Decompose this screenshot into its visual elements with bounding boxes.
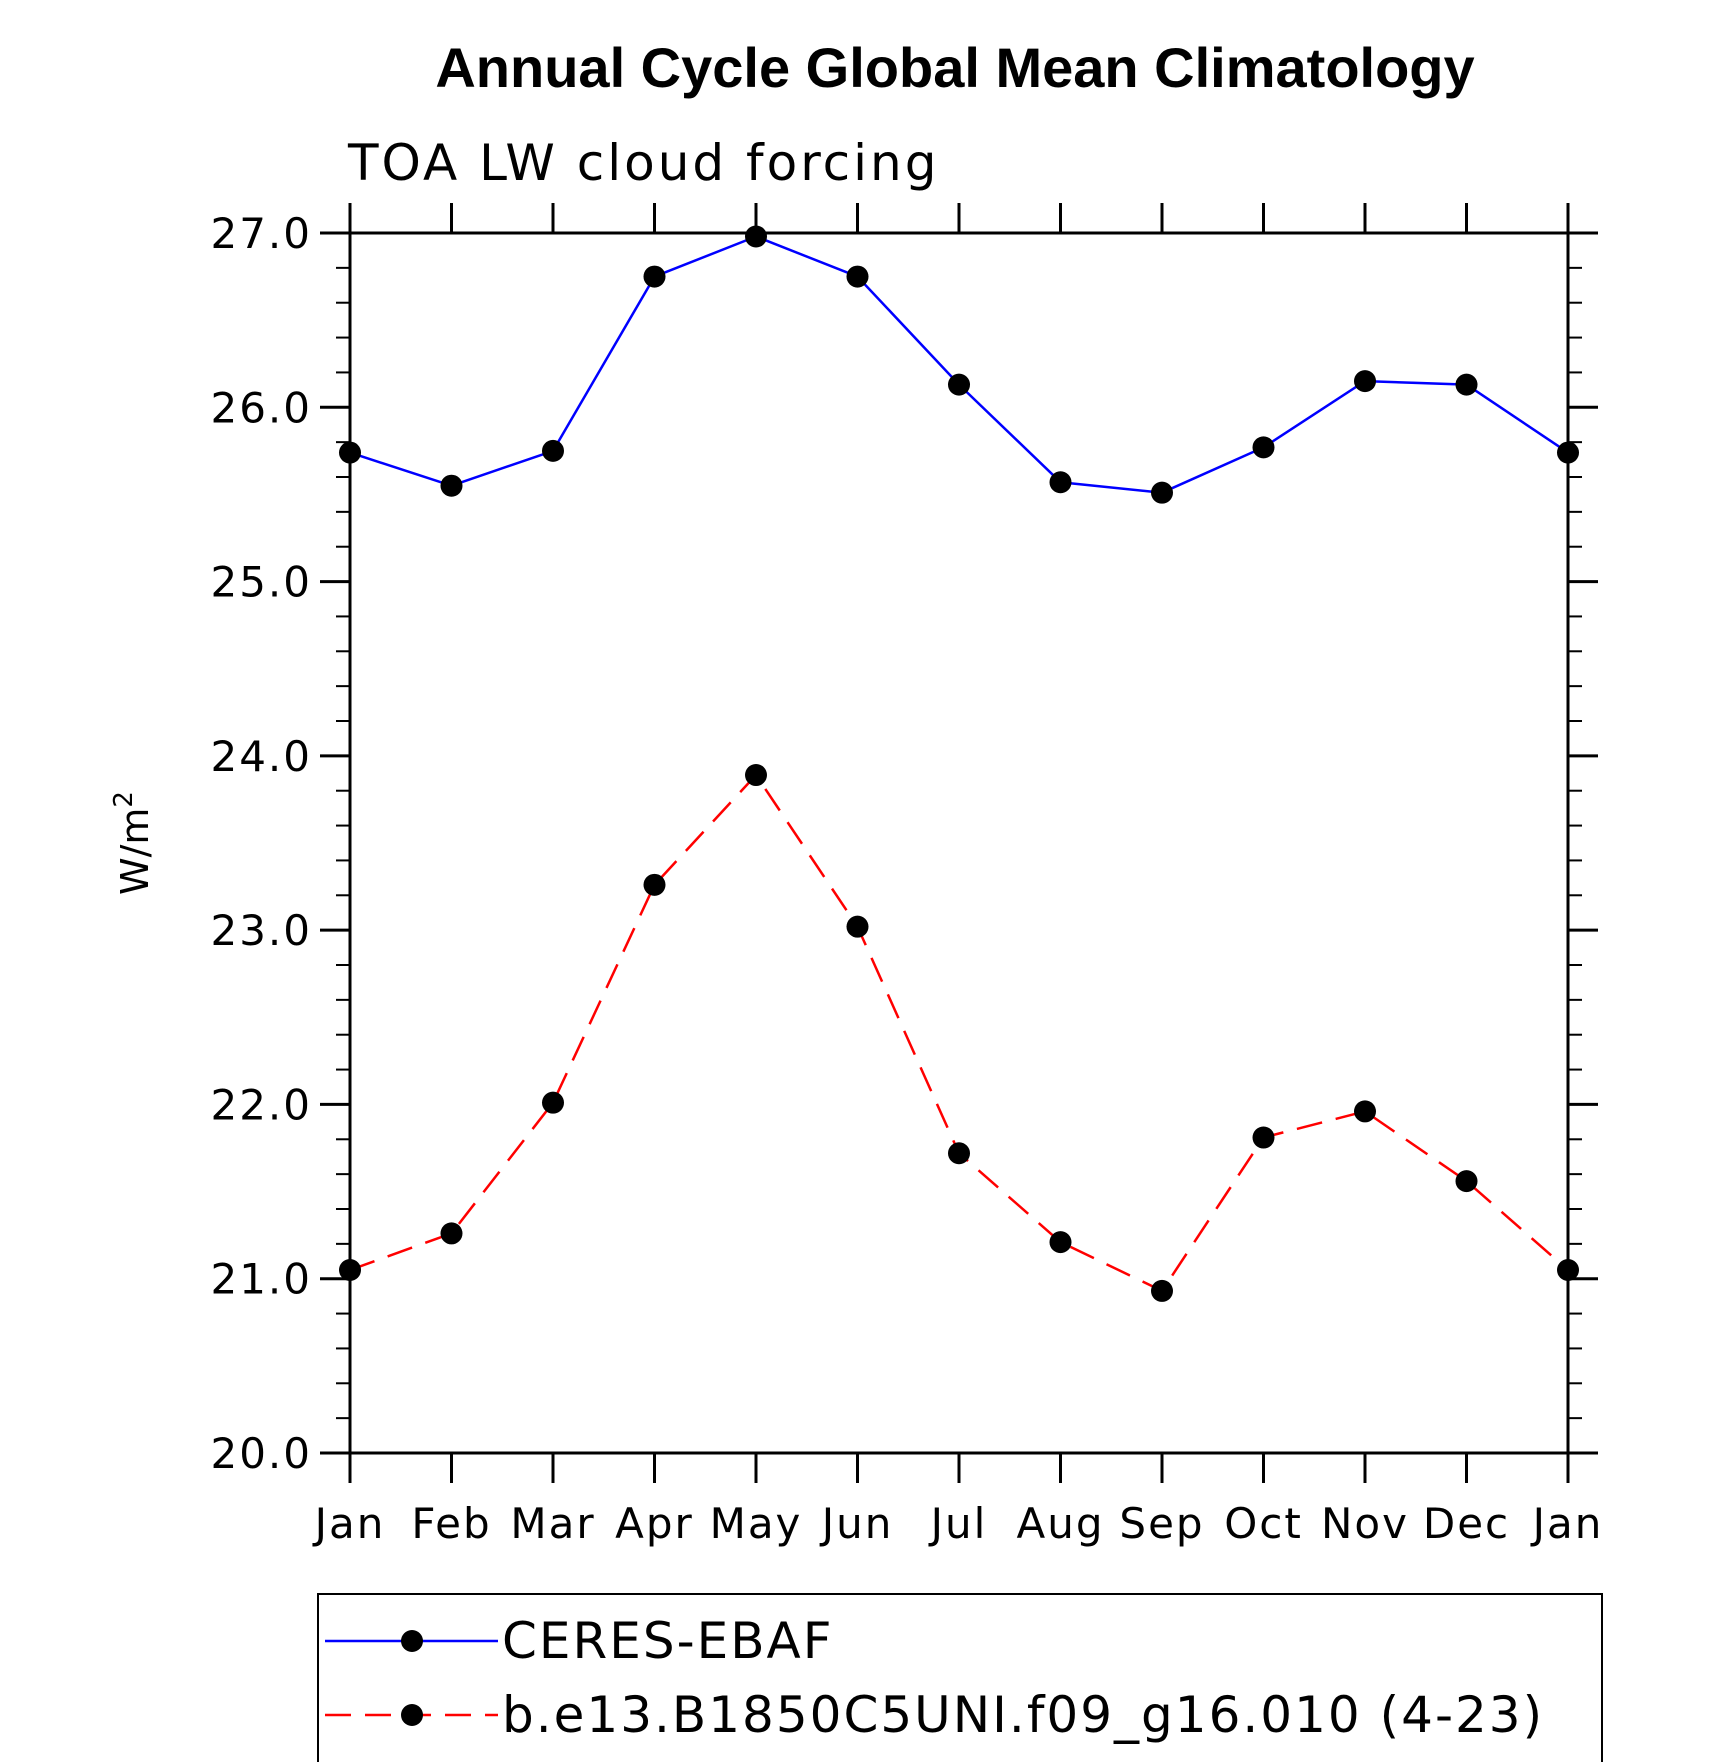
data-point bbox=[1049, 1231, 1072, 1254]
data-point bbox=[1252, 1126, 1275, 1149]
legend-label-ceres: CERES-EBAF bbox=[502, 1612, 833, 1670]
y-tick-label: 24.0 bbox=[210, 732, 312, 781]
data-point bbox=[339, 441, 361, 464]
data-point bbox=[948, 1142, 970, 1165]
data-point bbox=[1557, 1259, 1579, 1281]
x-tick-label: Jun bbox=[819, 1499, 894, 1548]
y-tick-label: 26.0 bbox=[210, 383, 312, 432]
data-point bbox=[1252, 436, 1275, 459]
chart-title: Annual Cycle Global Mean Climatology bbox=[435, 36, 1474, 99]
x-tick-label: Oct bbox=[1224, 1499, 1303, 1548]
y-axis-label: W/m2 bbox=[109, 791, 157, 895]
legend-label-model: b.e13.B1850C5UNI.f09_g16.010 (4-23) bbox=[502, 1686, 1544, 1744]
data-point bbox=[745, 764, 767, 787]
legend-box bbox=[317, 1593, 1603, 1762]
x-tick-label: Feb bbox=[411, 1499, 491, 1548]
data-point bbox=[542, 439, 564, 462]
y-tick-label: 20.0 bbox=[210, 1429, 312, 1478]
x-tick-label: Sep bbox=[1119, 1499, 1204, 1548]
data-point bbox=[846, 915, 869, 938]
y-tick-label: 23.0 bbox=[210, 906, 312, 955]
data-point bbox=[440, 1222, 463, 1245]
minor-ticks bbox=[336, 266, 1582, 1420]
data-point bbox=[1455, 373, 1478, 396]
data-point bbox=[643, 265, 666, 288]
legend-marker-ceres bbox=[401, 1630, 423, 1652]
x-tick-label: Jan bbox=[312, 1499, 386, 1548]
x-tick-label: Jan bbox=[1530, 1499, 1604, 1548]
series-layer bbox=[339, 225, 1579, 1302]
chart-subtitle: TOA LW cloud forcing bbox=[347, 134, 939, 192]
plot-area: 20.0 21.0 22.0 23.0 24.0 25.0 26.0 27.0 Jan Feb M… bbox=[210, 203, 1604, 1548]
y-tick-labels: 20.0 21.0 22.0 23.0 24.0 25.0 26.0 27.0 bbox=[210, 209, 312, 1478]
data-point bbox=[745, 225, 767, 248]
y-tick-label: 21.0 bbox=[210, 1255, 312, 1304]
x-tick-label: Jul bbox=[928, 1499, 988, 1548]
data-point bbox=[1049, 471, 1072, 494]
data-point bbox=[1354, 1100, 1376, 1123]
legend: CERES-EBAF b.e13.B1850C5UNI.f09_g16.010 … bbox=[317, 1593, 1603, 1762]
data-point bbox=[339, 1259, 361, 1281]
data-point bbox=[1151, 481, 1173, 504]
x-tick-labels: Jan Feb Mar Apr May Jun Jul Aug Sep Oct Nov Dec Jan bbox=[312, 1499, 1604, 1548]
y-tick-label: 25.0 bbox=[210, 558, 312, 607]
series-line-0 bbox=[349, 235, 1569, 494]
x-tick-label: Nov bbox=[1321, 1499, 1409, 1548]
x-tick-label: Dec bbox=[1423, 1499, 1510, 1548]
x-tick-label: May bbox=[710, 1499, 803, 1548]
legend-marker-model bbox=[401, 1704, 423, 1726]
x-tick-label: Aug bbox=[1016, 1499, 1104, 1548]
plot-frame bbox=[348, 231, 1570, 1455]
x-tick-label: Apr bbox=[615, 1499, 694, 1548]
y-tick-label: 22.0 bbox=[210, 1080, 312, 1129]
data-point bbox=[1151, 1279, 1173, 1302]
y-tick-label: 27.0 bbox=[210, 209, 312, 258]
data-point bbox=[1557, 441, 1579, 464]
x-tick-label: Mar bbox=[510, 1499, 595, 1548]
data-point bbox=[440, 474, 463, 497]
y-axis-label-superscript: 2 bbox=[109, 791, 139, 808]
data-point bbox=[846, 265, 869, 288]
data-point bbox=[1354, 370, 1376, 393]
data-point bbox=[643, 873, 666, 896]
data-point bbox=[948, 373, 970, 396]
data-point bbox=[1455, 1170, 1478, 1193]
major-ticks bbox=[320, 203, 1598, 1483]
series-line-1 bbox=[349, 773, 1569, 1293]
data-point bbox=[542, 1091, 564, 1114]
